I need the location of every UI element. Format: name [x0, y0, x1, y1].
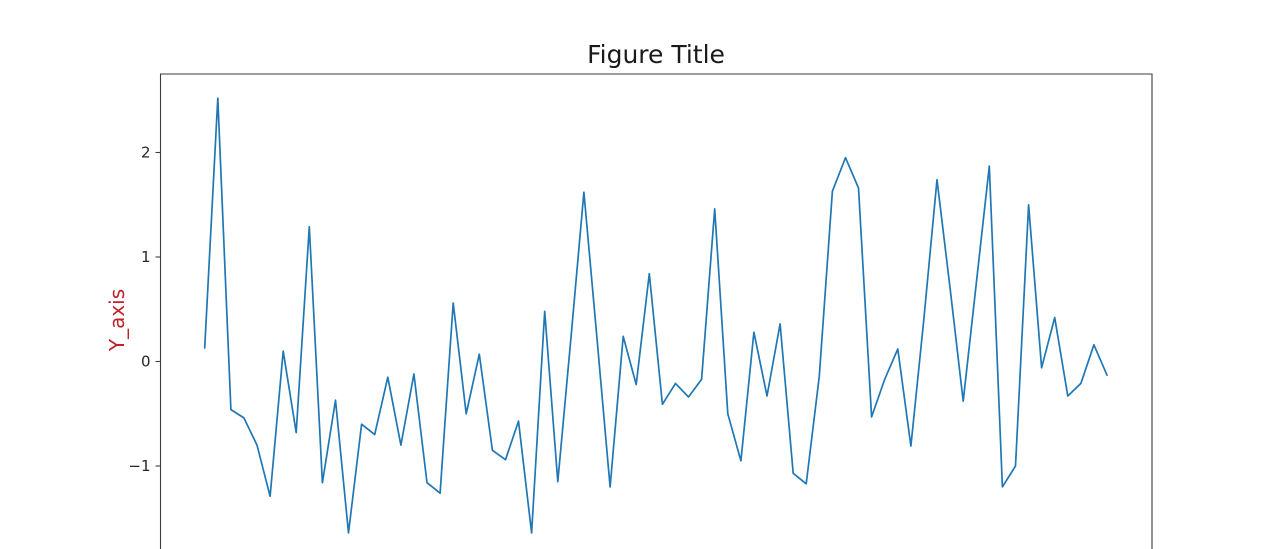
y-axis-label: Y_axis	[105, 289, 129, 352]
chart-title: Figure Title	[587, 40, 725, 69]
line-series	[203, 97, 1108, 534]
axes-spines	[159, 73, 1153, 549]
y-tick-label: 0	[141, 353, 151, 371]
y-axis-ticks: 2 1 0 −1	[128, 144, 161, 475]
y-tick-label: 2	[141, 144, 151, 162]
y-tick-label: −1	[128, 457, 150, 475]
y-tick-label: 1	[141, 248, 151, 266]
